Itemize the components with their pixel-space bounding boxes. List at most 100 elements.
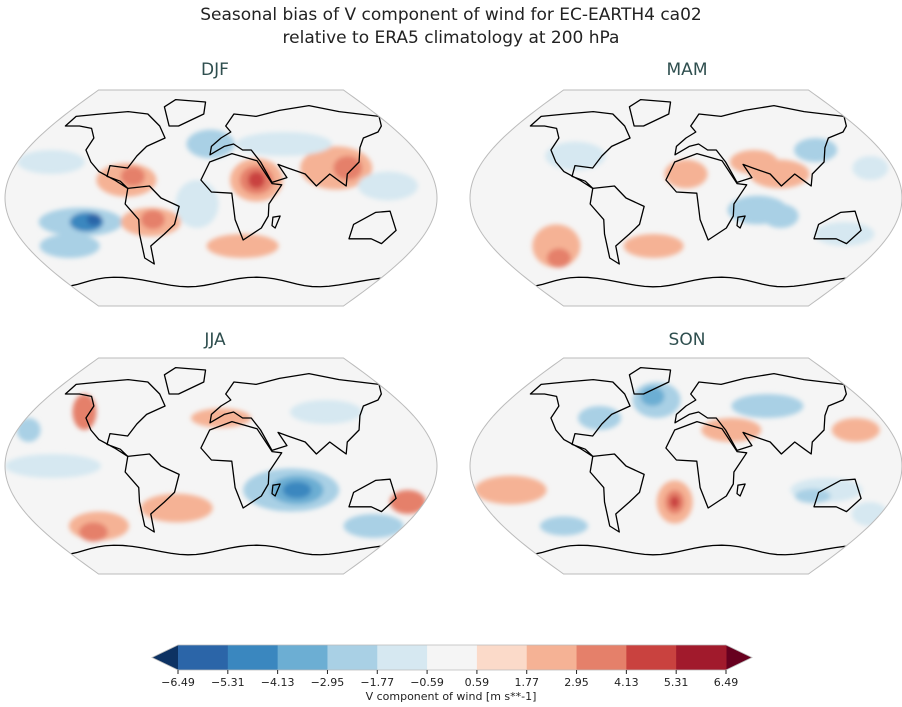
coastline-samerica <box>124 453 180 533</box>
bias-contour <box>16 418 41 442</box>
coastline-namerica <box>529 110 631 190</box>
bias-contour <box>389 490 426 514</box>
coastline-namerica <box>529 378 631 458</box>
bias-contour <box>546 248 571 268</box>
bias-contour <box>39 234 100 258</box>
coastline-antarctica <box>535 276 846 288</box>
colorbar-segment <box>227 645 279 670</box>
coastline-madagascar <box>736 215 746 229</box>
panel-title-jja: JJA <box>204 330 226 350</box>
map-panel-son <box>469 357 902 575</box>
bias-contour <box>290 400 363 424</box>
map-panel-mam <box>469 89 902 307</box>
coastline-antarctica <box>70 276 381 288</box>
colorbar-segment <box>178 645 229 670</box>
colorbar-tick-label: −4.13 <box>260 676 295 689</box>
bias-contour <box>852 156 889 180</box>
colorbar-segment <box>277 645 328 670</box>
coastline-namerica <box>64 110 166 190</box>
colorbar-under-triangle <box>152 645 178 670</box>
colorbar-tick-label: −1.77 <box>360 676 395 689</box>
bias-contour <box>17 150 85 174</box>
colorbar-segment <box>626 645 677 670</box>
colorbar-tick-label: 6.49 <box>713 676 739 689</box>
bias-contour <box>140 210 165 230</box>
bias-contour <box>731 394 804 418</box>
colorbar-segment <box>427 645 478 670</box>
colorbar-tick-label: −2.95 <box>310 676 345 689</box>
coastline-samerica <box>124 185 180 265</box>
bias-contour <box>623 234 684 258</box>
colorbar-tick-label: 5.31 <box>663 676 689 689</box>
coastline-africa <box>200 420 283 509</box>
bias-contour <box>206 234 279 258</box>
bias-contour <box>248 171 265 189</box>
bias-contour <box>749 159 810 189</box>
bias-contour <box>851 502 888 526</box>
bias-contour <box>545 141 606 171</box>
coastline-eurasia <box>674 372 847 455</box>
bias-contour <box>282 481 312 499</box>
coastline-greenland <box>163 98 207 127</box>
coastline-madagascar <box>736 483 746 497</box>
bias-contour <box>701 418 762 442</box>
coastline-australia <box>348 210 397 245</box>
bias-contour <box>86 213 102 226</box>
bias-contour <box>831 418 880 442</box>
map-panel-djf <box>4 89 438 307</box>
colorbar-tick-label: −6.49 <box>161 676 195 689</box>
colorbar-segment <box>476 645 528 670</box>
coastline-eurasia <box>209 104 382 187</box>
bias-contour <box>577 406 622 430</box>
coastline-madagascar <box>271 483 281 497</box>
bias-contour <box>236 132 333 156</box>
colorbar-segment <box>327 645 378 670</box>
colorbar-segment <box>526 645 578 670</box>
figure-title-line1: Seasonal bias of V component of wind for… <box>200 5 702 25</box>
coastline-australia <box>813 478 862 513</box>
bias-contour <box>72 394 97 430</box>
bias-contour <box>640 386 665 406</box>
map-border <box>4 89 438 307</box>
bias-contour <box>814 222 875 246</box>
colorbar-tick-label: 1.77 <box>514 676 539 689</box>
coastline-eurasia <box>674 104 847 187</box>
bias-contour <box>762 204 799 228</box>
bias-contour <box>5 454 101 478</box>
bias-contour <box>140 493 213 523</box>
bias-contour <box>79 522 108 542</box>
map-panel-jja <box>4 357 438 575</box>
figure-title-line2: relative to ERA5 climatology at 200 hPa <box>282 28 620 48</box>
colorbar-tick-label: 0.59 <box>464 676 490 689</box>
bias-contour <box>357 171 418 201</box>
colorbar-tick-label: 2.95 <box>564 676 589 689</box>
bias-contour <box>794 138 838 162</box>
bias-contour <box>539 516 588 536</box>
coastline-greenland <box>628 366 672 395</box>
colorbar-over-triangle <box>726 645 752 670</box>
bias-contour <box>474 475 547 505</box>
coastline-africa <box>665 152 748 241</box>
bias-contour <box>664 159 708 189</box>
coastline-namerica <box>64 378 166 458</box>
map-border <box>469 89 902 307</box>
colorbar-segment <box>576 645 627 670</box>
panel-title-son: SON <box>668 330 706 350</box>
colorbar-segment <box>676 645 727 670</box>
coastline-samerica <box>589 453 645 533</box>
coastline-australia <box>813 210 862 245</box>
bias-contour <box>794 488 831 504</box>
bias-contour <box>120 166 145 186</box>
colorbar-tick-label: −0.59 <box>410 676 444 689</box>
colorbar-tick-label: 4.13 <box>614 676 639 689</box>
panel-title-mam: MAM <box>666 60 708 80</box>
colorbar <box>151 644 753 674</box>
bias-contour <box>175 180 219 228</box>
coastline-australia <box>348 478 397 513</box>
coastline-antarctica <box>535 544 846 556</box>
map-border <box>469 357 902 575</box>
coastline-samerica <box>589 185 645 265</box>
colorbar-segment <box>377 645 428 670</box>
coastline-madagascar <box>271 215 281 229</box>
